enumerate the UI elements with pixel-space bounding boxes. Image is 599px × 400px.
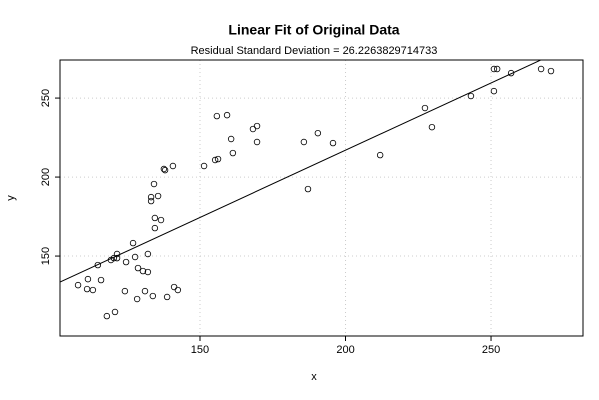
- point: [493, 65, 501, 73]
- point: [113, 250, 121, 258]
- point: [110, 254, 118, 262]
- point: [376, 151, 384, 159]
- point: [490, 65, 498, 73]
- point: [144, 268, 152, 276]
- y-axis-label: y: [5, 195, 17, 201]
- plot-area: [60, 60, 555, 320]
- point: [131, 253, 139, 261]
- point: [467, 92, 475, 100]
- point: [169, 162, 177, 170]
- point: [129, 239, 137, 247]
- point: [507, 69, 515, 77]
- point: [151, 214, 159, 222]
- chart-title: Linear Fit of Original Data: [228, 22, 399, 38]
- point: [122, 258, 130, 266]
- x-tick-label: 150: [191, 344, 209, 356]
- y-tick-label: 150: [40, 247, 52, 265]
- point: [147, 197, 155, 205]
- point: [89, 286, 97, 294]
- fit-line: [60, 60, 542, 283]
- point: [223, 111, 231, 119]
- point: [421, 104, 429, 112]
- y-tick-label: 250: [40, 89, 52, 107]
- x-axis-label: x: [311, 371, 317, 383]
- point: [304, 185, 312, 193]
- point: [111, 308, 119, 316]
- point: [329, 139, 337, 147]
- plot-frame: [59, 59, 584, 337]
- point: [94, 261, 102, 269]
- point: [149, 292, 157, 300]
- point: [84, 275, 92, 283]
- point: [74, 281, 82, 289]
- point: [253, 122, 261, 130]
- point: [490, 87, 498, 95]
- point: [213, 112, 221, 120]
- point: [139, 267, 147, 275]
- point: [83, 285, 91, 293]
- point: [200, 162, 208, 170]
- point: [170, 283, 178, 291]
- point: [154, 192, 162, 200]
- point: [174, 286, 182, 294]
- point: [113, 254, 121, 262]
- point: [141, 287, 149, 295]
- point: [103, 312, 111, 320]
- point: [121, 287, 129, 295]
- point: [314, 129, 322, 137]
- point: [211, 156, 219, 164]
- point: [428, 123, 436, 131]
- point: [163, 293, 171, 301]
- point: [160, 165, 168, 173]
- point: [97, 276, 105, 284]
- point: [144, 250, 152, 258]
- point: [157, 216, 165, 224]
- chart-subtitle: Residual Standard Deviation = 26.2263829…: [191, 45, 438, 57]
- point: [547, 67, 555, 75]
- point: [229, 149, 237, 157]
- y-tick-label: 200: [40, 168, 52, 186]
- point: [150, 180, 158, 188]
- point: [537, 65, 545, 73]
- point: [227, 135, 235, 143]
- point: [151, 224, 159, 232]
- point: [249, 125, 257, 133]
- x-tick-label: 250: [482, 344, 500, 356]
- point: [133, 295, 141, 303]
- x-tick-label: 200: [336, 344, 354, 356]
- point: [300, 138, 308, 146]
- point: [214, 155, 222, 163]
- point: [161, 166, 169, 174]
- point: [147, 193, 155, 201]
- point: [253, 138, 261, 146]
- point: [134, 264, 142, 272]
